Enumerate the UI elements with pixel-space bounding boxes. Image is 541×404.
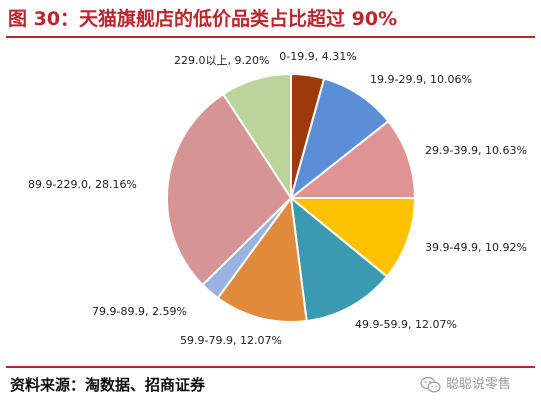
slice-label-49-9-59-9: 49.9-59.9, 12.07% [355, 318, 457, 331]
pie-slice-59-9-79-9 [216, 197, 308, 323]
watermark-text: 聪聪说零售 [446, 377, 512, 392]
footer-divider [6, 366, 535, 368]
slice-label-19-9-29-9: 19.9-29.9, 10.06% [370, 73, 472, 86]
watermark: 聪聪说零售 [420, 372, 511, 398]
pie-slice-19-9-29-9 [290, 77, 390, 199]
pie-slice-229-0 [222, 73, 292, 199]
source-note: 资料来源：淘数据、招商证券 [10, 376, 206, 394]
title-divider [6, 36, 535, 38]
figure-title: 图 30：天猫旗舰店的低价品类占比超过 90% [8, 8, 398, 30]
slice-label-79-9-89-9: 79.9-89.9, 2.59% [92, 305, 187, 318]
pie-slice-49-9-59-9 [290, 197, 388, 323]
pie-slice-29-9-39-9 [290, 120, 416, 199]
slice-label-39-9-49-9: 39.9-49.9, 10.92% [425, 241, 527, 254]
slice-label-89-9-229-0: 89.9-229.0, 28.16% [28, 178, 137, 191]
slice-label-59-9-79-9: 59.9-79.9, 12.07% [180, 334, 282, 347]
pie-slice-89-9-229-0 [166, 93, 292, 286]
slice-label-229-0: 229.0以上, 9.20% [174, 54, 269, 67]
pie-chart: 0-19.9, 4.31% 19.9-29.9, 10.06% 29.9-39.9,… [28, 50, 527, 347]
wechat-icon [420, 376, 442, 394]
slice-label-0-19-9: 0-19.9, 4.31% [279, 50, 356, 63]
slice-label-29-9-39-9: 29.9-39.9, 10.63% [425, 144, 527, 157]
pie-slice-39-9-49-9 [290, 196, 416, 278]
